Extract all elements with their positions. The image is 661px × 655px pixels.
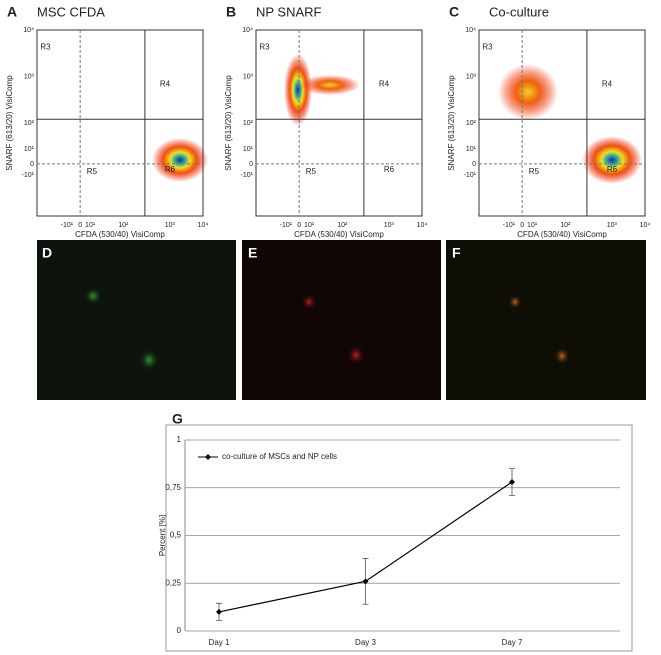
x-tick-label: -10¹: [503, 222, 516, 229]
density: [498, 64, 558, 120]
y-tick-label: 10²: [24, 120, 35, 127]
x-tick-label: -10¹: [280, 222, 293, 229]
y-tick-label: 10¹: [466, 146, 477, 153]
y-axis-label: SNARF (613/20) VisiComp: [224, 75, 233, 171]
y-tick-label: 0,5: [170, 531, 182, 540]
region-label: R4: [379, 80, 390, 89]
region-label: R3: [482, 42, 493, 51]
y-tick-label: -10¹: [22, 172, 35, 179]
x-tick-label: 10²: [560, 222, 571, 229]
density: [300, 75, 360, 95]
image-e: [242, 240, 441, 400]
x-tick-label: Day 1: [209, 638, 230, 647]
x-tick-label: 10³: [165, 222, 176, 229]
panel-letter: E: [248, 245, 257, 261]
legend-marker: [205, 454, 211, 460]
x-tick-label: 10⁴: [640, 222, 651, 229]
region-label: R5: [529, 167, 540, 176]
y-tick-label: 10³: [243, 73, 254, 80]
image-d: [37, 240, 236, 400]
y-tick-label: 10²: [466, 120, 477, 127]
panel-letter: A: [7, 4, 17, 20]
y-axis-label: Percent [%]: [158, 515, 167, 556]
cell: [554, 347, 570, 365]
marker: [216, 608, 222, 615]
panel-title: Co-culture: [489, 4, 549, 19]
panel-title: MSC CFDA: [37, 4, 105, 19]
region-label: R4: [602, 80, 613, 89]
panel-title: NP SNARF: [256, 4, 322, 19]
region-label: R6: [165, 165, 176, 174]
y-tick-label: 0: [177, 626, 182, 635]
y-tick-label: 1: [177, 435, 182, 444]
y-tick-label: 0,75: [165, 483, 181, 492]
x-tick-label: -10¹: [61, 222, 74, 229]
marker: [362, 578, 369, 585]
y-tick-label: 10³: [24, 73, 35, 80]
y-tick-label: 10¹: [24, 146, 35, 153]
x-tick-label: 0: [78, 222, 82, 229]
plot-frame: [478, 29, 646, 217]
x-tick-label: 10⁴: [198, 222, 209, 229]
x-tick-label: 10²: [337, 222, 348, 229]
region-label: R3: [259, 42, 270, 51]
y-tick-label: 0: [472, 161, 476, 168]
panel-letter: C: [449, 4, 459, 20]
x-axis-label: CFDA (530/40) VisiComp: [75, 230, 165, 239]
y-axis-label: SNARF (613/20) VisiComp: [5, 75, 14, 171]
x-tick-label: 10¹: [85, 222, 96, 229]
x-axis-label: CFDA (530/40) VisiComp: [294, 230, 384, 239]
density: [284, 54, 312, 126]
y-axis-label: SNARF (613/20) VisiComp: [447, 75, 456, 171]
y-tick-label: -10¹: [464, 172, 477, 179]
y-tick-label: -10¹: [241, 172, 254, 179]
cell: [301, 294, 317, 310]
y-tick-label: 10⁴: [465, 27, 476, 34]
x-tick-label: Day 7: [502, 638, 523, 647]
x-tick-label: 10¹: [304, 222, 315, 229]
image-f: [446, 240, 646, 400]
y-tick-label: 10³: [466, 73, 477, 80]
y-tick-label: 10⁴: [23, 27, 34, 34]
x-axis-label: CFDA (530/40) VisiComp: [517, 230, 607, 239]
region-label: R4: [160, 80, 171, 89]
cell: [347, 345, 365, 365]
plot-frame: [36, 29, 204, 217]
plot-frame: [255, 29, 423, 217]
region-label: R5: [87, 167, 98, 176]
y-tick-label: 0: [249, 161, 253, 168]
x-tick-label: 0: [297, 222, 301, 229]
x-tick-label: 0: [520, 222, 524, 229]
y-tick-label: 10¹: [243, 146, 254, 153]
y-tick-label: 0: [30, 161, 34, 168]
x-tick-label: 10²: [118, 222, 129, 229]
x-tick-label: Day 3: [355, 638, 376, 647]
chart-frame: [165, 424, 633, 652]
x-tick-label: 10¹: [527, 222, 538, 229]
region-label: R5: [306, 167, 317, 176]
x-tick-label: 10³: [607, 222, 618, 229]
panel-letter: F: [452, 245, 461, 261]
y-tick-label: 10⁴: [242, 27, 253, 34]
x-tick-label: 10⁴: [417, 222, 428, 229]
x-tick-label: 10³: [384, 222, 395, 229]
region-label: R6: [384, 165, 395, 174]
region-label: R6: [607, 165, 618, 174]
legend-label: co-culture of MSCs and NP cells: [222, 452, 337, 461]
density: [582, 136, 642, 184]
cell: [139, 349, 159, 371]
cell: [508, 295, 522, 309]
density: [152, 138, 208, 182]
cell: [84, 287, 102, 305]
y-tick-label: 10²: [243, 120, 254, 127]
panel-letter: B: [226, 4, 236, 20]
panel-letter: G: [172, 411, 183, 427]
y-tick-label: 0,25: [165, 578, 181, 587]
marker: [509, 479, 515, 486]
region-label: R3: [40, 42, 51, 51]
panel-letter: D: [42, 245, 52, 261]
